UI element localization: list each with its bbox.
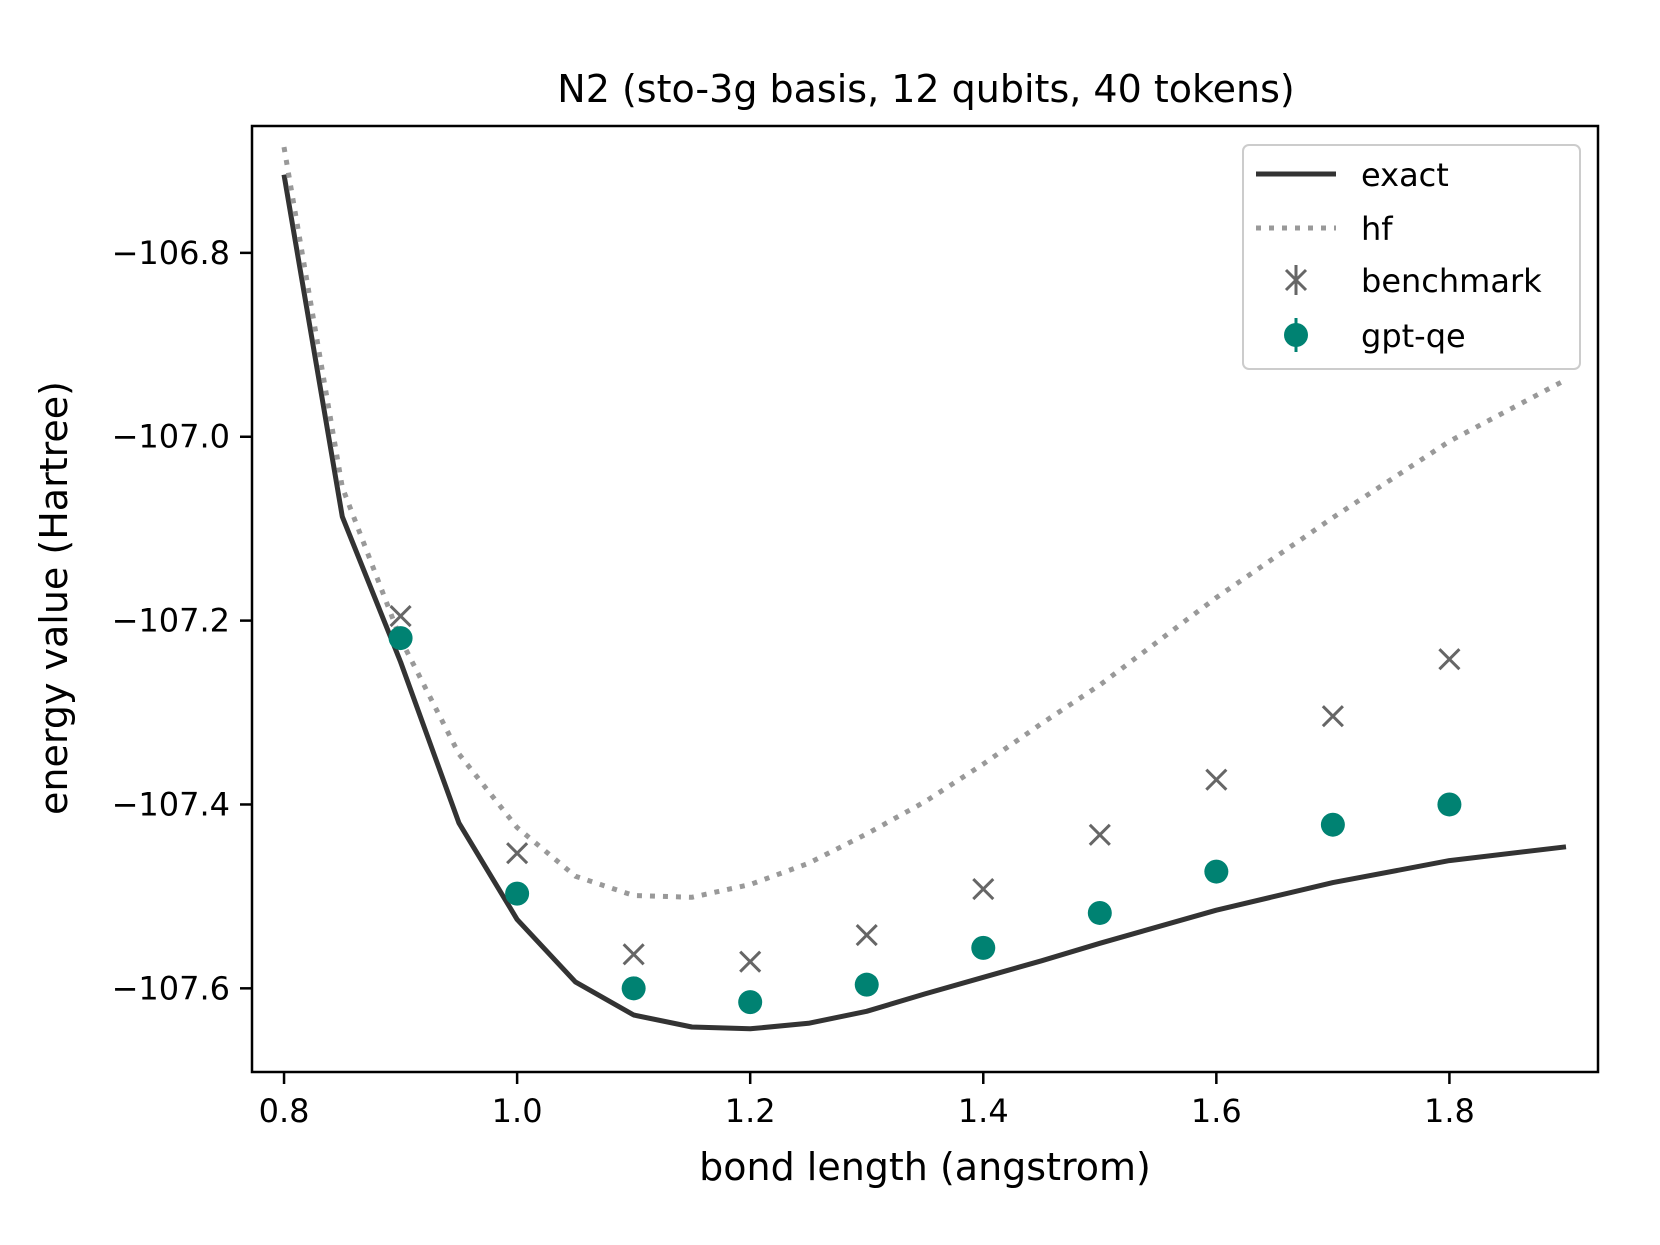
benchmark-point xyxy=(1205,768,1228,791)
plot-frame xyxy=(250,124,1600,1074)
x-axis-label: bond length (angstrom) xyxy=(699,1145,1151,1189)
chart-title: N2 (sto-3g basis, 12 qubits, 40 tokens) xyxy=(557,67,1294,111)
y-axis-label: energy value (Hartree) xyxy=(32,381,76,815)
legend-frame xyxy=(1242,144,1581,370)
gpt-qe-point xyxy=(738,990,763,1015)
benchmark-point xyxy=(622,943,645,966)
x-axis-ticks: 0.8 1.0 1.2 1.4 1.6 1.8 xyxy=(259,1072,1475,1130)
benchmark-point xyxy=(739,950,762,973)
series-line-exact xyxy=(281,174,1567,1032)
legend-exact-label: exact xyxy=(1361,156,1449,194)
y-tick-label: −106.8 xyxy=(112,234,230,272)
gpt-qe-point xyxy=(1204,859,1229,884)
x-tick-label: 0.8 xyxy=(259,1092,310,1130)
legend-benchmark-label: benchmark xyxy=(1361,262,1542,300)
legend-benchmark-swatch xyxy=(1284,265,1308,295)
legend-gpt-qe-swatch xyxy=(1284,318,1308,352)
y-tick-label: −107.4 xyxy=(112,785,230,823)
x-tick-label: 1.8 xyxy=(1424,1092,1475,1130)
series-line-hf xyxy=(281,146,1568,900)
gpt-qe-point xyxy=(854,972,879,997)
y-tick-label: −107.0 xyxy=(112,418,230,456)
x-tick-label: 1.0 xyxy=(492,1092,543,1130)
benchmark-point xyxy=(1321,705,1344,728)
gpt-qe-point xyxy=(505,881,530,906)
gpt-qe-point xyxy=(621,976,646,1001)
y-tick-label: −107.6 xyxy=(112,969,230,1007)
legend-gpt-qe-label: gpt-qe xyxy=(1361,317,1466,355)
gpt-qe-point xyxy=(388,626,413,651)
x-tick-label: 1.4 xyxy=(958,1092,1009,1130)
benchmark-point xyxy=(506,842,529,865)
legend: exact hf benchmark gpt-qe xyxy=(1242,144,1581,370)
gpt-qe-point xyxy=(1087,900,1112,925)
y-tick-label: −107.2 xyxy=(112,602,230,640)
gpt-qe-point xyxy=(1320,812,1345,837)
benchmark-point xyxy=(1088,823,1111,846)
benchmark-point xyxy=(389,604,412,628)
y-axis-ticks: −106.8 −107.0 −107.2 −107.4 −107.6 xyxy=(112,234,252,1007)
benchmark-point xyxy=(855,923,878,947)
plot-area xyxy=(281,146,1568,1032)
x-tick-label: 1.6 xyxy=(1191,1092,1242,1130)
x-tick-label: 1.2 xyxy=(725,1092,776,1130)
benchmark-point xyxy=(972,877,995,901)
gpt-qe-point xyxy=(971,935,996,960)
gpt-qe-point xyxy=(1437,792,1462,817)
legend-hf-label: hf xyxy=(1361,210,1393,248)
benchmark-point xyxy=(1438,648,1461,671)
